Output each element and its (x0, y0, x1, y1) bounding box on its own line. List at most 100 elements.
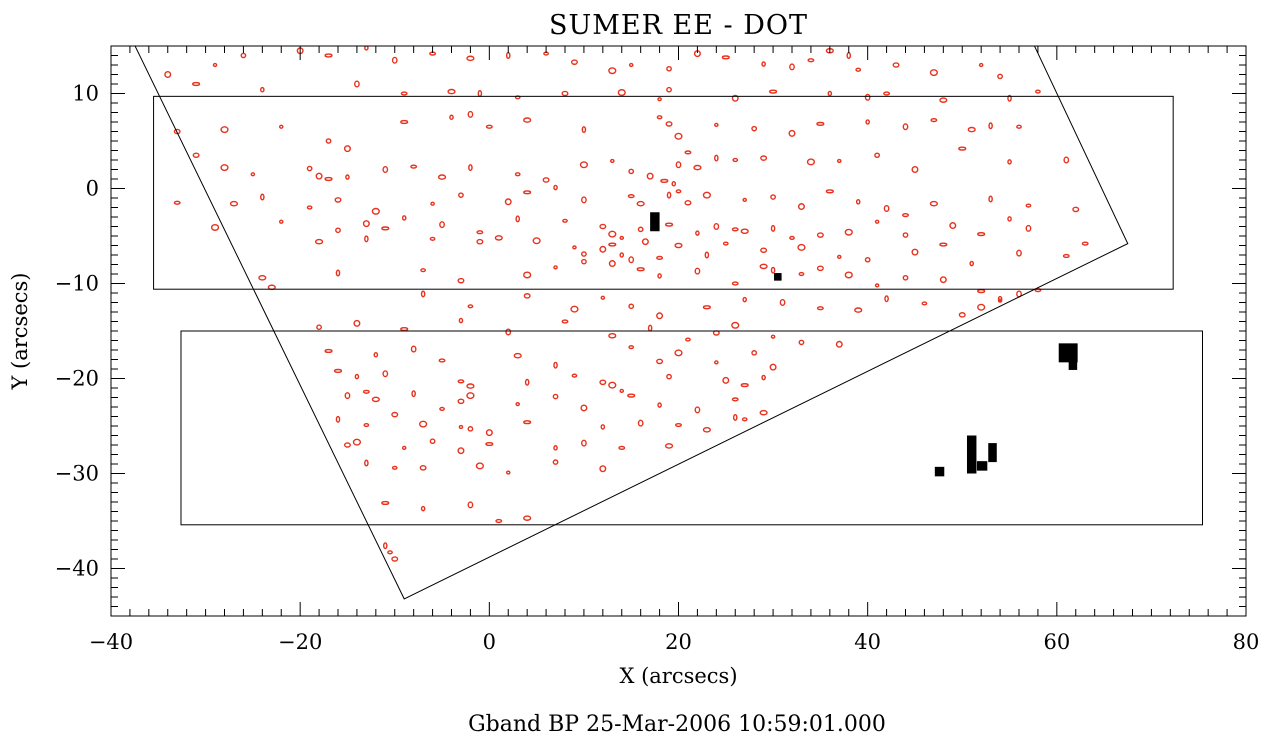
bright-point (666, 86, 672, 93)
bright-point (864, 256, 871, 263)
bright-point (515, 402, 521, 407)
bright-point (789, 235, 795, 240)
bright-point (439, 406, 445, 411)
bright-point (997, 295, 1003, 302)
bright-point (410, 164, 418, 169)
bright-point (770, 224, 776, 232)
x-tick-label: 0 (483, 630, 496, 654)
bright-point (306, 165, 313, 172)
bright-point (660, 178, 669, 183)
bright-point (250, 172, 256, 177)
axis-ticks: −40 −20 0 20 40 60 80 −40 −30 −20 −10 0 10 (55, 45, 1259, 654)
dot-field-of-view (134, 46, 1129, 600)
y-tick-label: 10 (72, 82, 99, 106)
bright-point (769, 363, 777, 371)
bright-point (505, 52, 511, 60)
bright-point (553, 265, 558, 270)
bright-point (722, 241, 729, 246)
y-tick-label: −10 (55, 272, 99, 296)
bright-point (400, 91, 408, 96)
bright-point (494, 235, 503, 241)
bright-point (324, 176, 333, 182)
bright-point (571, 373, 578, 378)
bright-point (608, 67, 617, 75)
bright-point (391, 411, 399, 418)
bright-point (798, 339, 805, 346)
bright-point (581, 126, 587, 134)
bright-point (865, 119, 870, 125)
bright-point (580, 404, 588, 412)
bright-point (674, 349, 683, 357)
bright-point (599, 465, 607, 473)
bright-point (836, 254, 842, 259)
bright-point (657, 273, 662, 279)
bright-point (759, 409, 768, 416)
bright-point (939, 276, 947, 284)
bright-point (220, 126, 229, 134)
bright-point (391, 465, 398, 470)
bright-point (637, 419, 644, 427)
bright-point (1062, 253, 1070, 259)
bright-point (430, 201, 435, 206)
bright-point (458, 317, 464, 324)
bright-point (657, 97, 662, 102)
bright-point (570, 305, 579, 313)
bright-point (751, 350, 758, 356)
bright-point (827, 90, 833, 97)
bright-point (354, 373, 360, 380)
bright-point (761, 374, 766, 381)
bright-point (363, 422, 370, 428)
bright-point (382, 542, 388, 550)
bright-point (354, 80, 360, 88)
bright-point (816, 232, 824, 238)
bright-point (504, 198, 512, 206)
bright-point (939, 242, 948, 247)
bright-point (449, 114, 454, 121)
bright-point (732, 413, 738, 421)
bright-point (513, 352, 522, 359)
bright-point (457, 277, 465, 284)
bright-point (1007, 159, 1012, 165)
bright-point (495, 518, 503, 524)
bright-point (731, 397, 739, 402)
bright-point (656, 115, 663, 120)
bright-point (278, 219, 284, 224)
bright-point (420, 268, 427, 273)
bright-point (797, 203, 805, 211)
bright-point (902, 213, 910, 218)
bright-point (902, 274, 909, 281)
bright-point (599, 379, 607, 386)
bright-point (437, 174, 447, 180)
sumer-event-marker (976, 461, 988, 471)
bright-point (760, 155, 768, 161)
bright-point (505, 328, 512, 336)
bright-point (675, 422, 683, 428)
bright-point (969, 260, 975, 267)
bright-point (854, 307, 863, 313)
bright-point (325, 138, 332, 144)
bright-point (608, 381, 617, 389)
bright-point (977, 303, 986, 311)
bright-point (210, 223, 220, 231)
bright-point (1035, 89, 1041, 94)
bright-point (420, 505, 426, 512)
bright-point (391, 556, 399, 562)
bright-point (770, 194, 776, 200)
bright-point (353, 319, 361, 327)
bright-point (192, 152, 200, 159)
bright-point (343, 145, 351, 153)
bright-point (619, 235, 625, 240)
bright-point (836, 158, 842, 164)
bright-point (997, 298, 1003, 303)
bright-point (278, 124, 284, 129)
bright-point (694, 267, 701, 275)
bright-point (306, 205, 313, 210)
bright-point (572, 245, 577, 250)
x-tick-label: 60 (1043, 630, 1070, 654)
bright-point (485, 124, 493, 129)
bright-point (608, 242, 617, 247)
bright-point (714, 154, 719, 162)
bright-point (825, 189, 834, 194)
bright-point (884, 295, 889, 303)
bright-point (656, 255, 664, 260)
